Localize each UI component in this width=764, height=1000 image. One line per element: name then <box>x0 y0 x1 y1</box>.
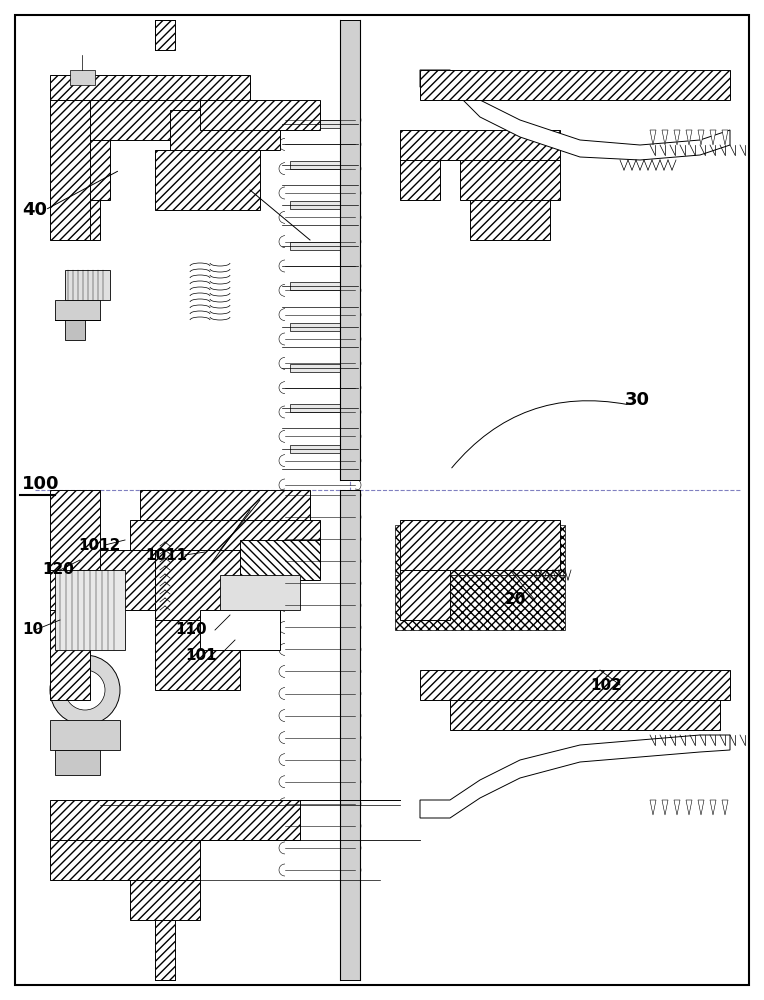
Polygon shape <box>50 490 100 570</box>
Circle shape <box>65 670 105 710</box>
Polygon shape <box>650 130 656 145</box>
Polygon shape <box>55 300 100 320</box>
Polygon shape <box>698 130 704 145</box>
Polygon shape <box>60 90 200 140</box>
Text: 40: 40 <box>22 201 47 219</box>
Polygon shape <box>470 200 550 240</box>
Polygon shape <box>60 200 100 240</box>
Text: 110: 110 <box>175 622 206 638</box>
Polygon shape <box>130 520 320 550</box>
Polygon shape <box>395 525 565 575</box>
Polygon shape <box>290 364 350 372</box>
Polygon shape <box>155 920 175 980</box>
Polygon shape <box>710 130 716 145</box>
Polygon shape <box>698 800 704 815</box>
Text: 1012: 1012 <box>78 538 121 552</box>
Polygon shape <box>155 20 175 50</box>
Text: 20: 20 <box>505 592 526 607</box>
Polygon shape <box>50 610 90 700</box>
Polygon shape <box>420 70 730 100</box>
Polygon shape <box>662 800 668 815</box>
Polygon shape <box>290 161 350 169</box>
Text: 10: 10 <box>22 622 43 638</box>
Polygon shape <box>290 445 350 453</box>
Text: 30: 30 <box>625 391 650 409</box>
Polygon shape <box>290 120 350 128</box>
Polygon shape <box>650 800 656 815</box>
Text: 101: 101 <box>185 648 217 662</box>
Polygon shape <box>50 75 250 100</box>
Text: 1011: 1011 <box>145 548 187 562</box>
Polygon shape <box>395 575 565 630</box>
Polygon shape <box>155 550 280 620</box>
Polygon shape <box>55 570 125 650</box>
Polygon shape <box>290 323 350 331</box>
Polygon shape <box>722 130 728 145</box>
Polygon shape <box>290 282 350 290</box>
Polygon shape <box>130 880 200 920</box>
Polygon shape <box>55 750 100 775</box>
Polygon shape <box>290 201 350 209</box>
Polygon shape <box>400 130 560 160</box>
Polygon shape <box>674 130 680 145</box>
Text: 120: 120 <box>42 562 74 578</box>
Text: 102: 102 <box>590 678 622 692</box>
Circle shape <box>50 655 120 725</box>
Polygon shape <box>722 800 728 815</box>
Polygon shape <box>60 140 110 200</box>
Polygon shape <box>290 404 350 412</box>
Polygon shape <box>662 130 668 145</box>
Polygon shape <box>420 670 730 700</box>
Polygon shape <box>155 620 240 690</box>
Polygon shape <box>140 490 310 520</box>
Polygon shape <box>710 800 716 815</box>
Polygon shape <box>70 70 95 85</box>
Polygon shape <box>420 735 730 818</box>
Polygon shape <box>50 840 200 880</box>
Polygon shape <box>460 160 560 200</box>
Polygon shape <box>400 570 450 620</box>
Polygon shape <box>686 800 692 815</box>
Text: 100: 100 <box>22 475 60 493</box>
Polygon shape <box>50 800 300 840</box>
Polygon shape <box>400 520 560 570</box>
Polygon shape <box>674 800 680 815</box>
Polygon shape <box>50 100 90 240</box>
Polygon shape <box>290 242 350 250</box>
Polygon shape <box>240 540 320 580</box>
Polygon shape <box>155 150 260 210</box>
Polygon shape <box>400 160 440 200</box>
Polygon shape <box>170 110 280 150</box>
Polygon shape <box>450 700 720 730</box>
Polygon shape <box>50 720 120 750</box>
Polygon shape <box>200 100 320 130</box>
Polygon shape <box>340 490 360 980</box>
Polygon shape <box>200 610 280 650</box>
Polygon shape <box>340 20 360 480</box>
Polygon shape <box>686 130 692 145</box>
Polygon shape <box>65 320 85 340</box>
Polygon shape <box>220 575 300 610</box>
Polygon shape <box>65 270 110 300</box>
Polygon shape <box>50 550 155 610</box>
Polygon shape <box>420 70 730 160</box>
